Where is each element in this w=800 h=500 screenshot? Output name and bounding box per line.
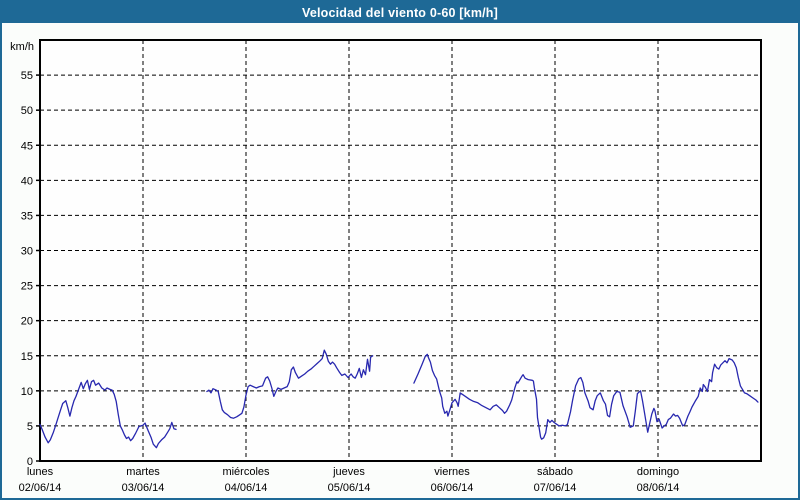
x-tick-dayname: martes xyxy=(126,466,160,478)
y-tick-label: 50 xyxy=(21,105,33,117)
x-tick-date: 04/06/14 xyxy=(225,482,268,494)
x-tick-date: 05/06/14 xyxy=(328,482,371,494)
x-tick-dayname: miércoles xyxy=(222,466,270,478)
wind-speed-line xyxy=(206,349,374,419)
x-tick-dayname: domingo xyxy=(637,466,679,478)
y-tick-label: 0 xyxy=(27,456,33,468)
x-tick-date: 07/06/14 xyxy=(534,482,577,494)
y-tick-label: 40 xyxy=(21,175,33,187)
y-tick-label: 55 xyxy=(21,70,33,82)
y-tick-label: 10 xyxy=(21,386,33,398)
y-tick-label: 45 xyxy=(21,140,33,152)
x-tick-date: 03/06/14 xyxy=(122,482,165,494)
y-tick-label: 20 xyxy=(21,316,33,328)
x-tick-date: 06/06/14 xyxy=(431,482,474,494)
x-tick-dayname: sábado xyxy=(537,466,573,478)
chart-title: Velocidad del viento 0-60 [km/h] xyxy=(301,5,499,20)
y-tick-label: 35 xyxy=(21,210,33,222)
y-tick-label: 25 xyxy=(21,281,33,293)
y-tick-label: 5 xyxy=(27,421,33,433)
x-tick-dayname: jueves xyxy=(332,466,365,478)
x-tick-dayname: viernes xyxy=(434,466,470,478)
x-tick-dayname: lunes xyxy=(27,466,54,478)
wind-speed-line xyxy=(413,353,759,440)
y-axis-unit-label: km/h xyxy=(10,41,34,53)
x-tick-date: 02/06/14 xyxy=(19,482,62,494)
y-tick-label: 15 xyxy=(21,351,33,363)
chart-title-bar: Velocidad del viento 0-60 [km/h] xyxy=(2,2,798,23)
y-tick-label: 30 xyxy=(21,246,33,258)
x-tick-date: 08/06/14 xyxy=(637,482,680,494)
wind-speed-line xyxy=(39,379,177,449)
